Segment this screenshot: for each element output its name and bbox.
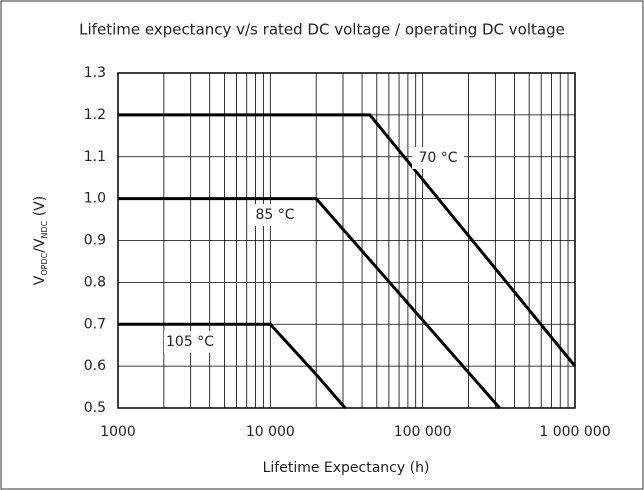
y-tick-label: 1.2: [84, 107, 106, 123]
y-tick-label: 1.1: [84, 149, 106, 165]
label-bg: [249, 204, 301, 226]
y-axis-label-part: /V: [32, 238, 48, 253]
y-tick-label: 0.8: [84, 274, 106, 290]
series-label: 85 °C: [255, 207, 294, 223]
y-axis-label-part: V: [32, 275, 48, 285]
y-tick-label: 1.3: [84, 65, 106, 81]
y-tick-label: 0.5: [84, 400, 106, 416]
label-bg: [164, 331, 216, 353]
plot-frame: [117, 72, 576, 409]
y-tick-label: 0.9: [84, 233, 106, 249]
y-tick-label: 0.7: [84, 316, 106, 332]
chart-title: Lifetime expectancy v/s rated DC voltage…: [79, 21, 565, 39]
series-label: 70 °C: [418, 150, 457, 166]
y-axis-label-part: (V): [32, 196, 48, 221]
x-axis-label: Lifetime Expectancy (h): [263, 460, 430, 476]
y-tick-label: 0.6: [84, 358, 106, 374]
series-line: [118, 197, 501, 409]
x-tick-label: 10 000: [246, 424, 295, 440]
x-tick-label: 1000: [100, 424, 136, 440]
series-line: [118, 322, 347, 409]
x-tick-label: 1 000 000: [539, 424, 610, 440]
x-tick-label: 100 000: [394, 424, 452, 440]
y-axis-label-part: NDC: [40, 220, 49, 238]
series-line: [118, 113, 577, 368]
label-bg: [412, 147, 464, 169]
series-label: 105 °C: [166, 334, 214, 350]
y-axis-label: VOPDC/VNDC (V): [32, 196, 49, 285]
y-tick-label: 1.0: [84, 191, 106, 207]
y-axis-label-part: OPDC: [40, 252, 49, 275]
